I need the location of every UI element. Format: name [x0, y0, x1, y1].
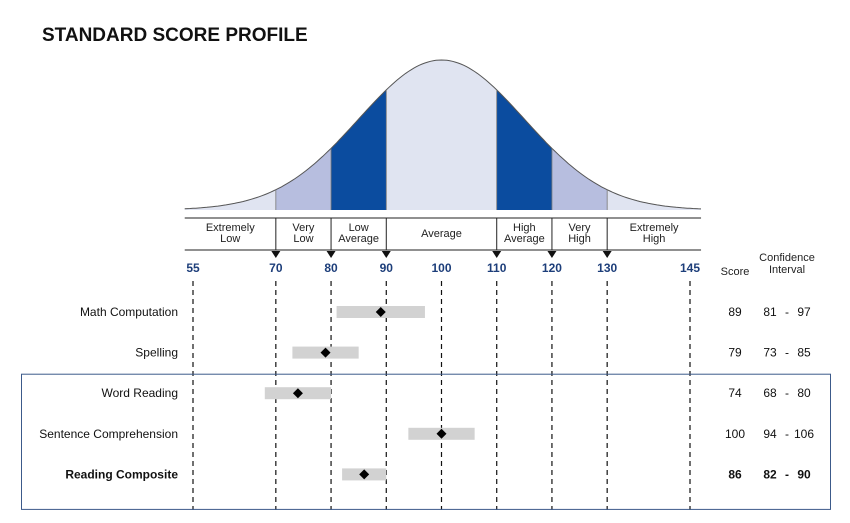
band-label: Average	[421, 228, 462, 240]
band-region	[275, 148, 332, 210]
ci-low: 68	[763, 386, 777, 400]
reading-group-box	[21, 373, 831, 510]
band-region	[331, 89, 387, 210]
tick-label: 55	[186, 261, 200, 275]
row-name: Math Computation	[80, 305, 178, 319]
band-label: Low	[220, 233, 240, 245]
score-marker	[292, 388, 303, 399]
band-label: High	[568, 233, 591, 245]
score-marker	[375, 307, 386, 317]
tick-label: 90	[380, 261, 394, 275]
band-label: Very	[292, 222, 315, 234]
band-label: Very	[569, 222, 592, 234]
row-score: 79	[728, 346, 742, 360]
band-region	[184, 189, 276, 210]
tick-marker	[547, 251, 557, 258]
score-marker	[320, 347, 331, 358]
score-row: Reading Composite 86 82-90	[65, 467, 811, 481]
ci-header: Confidence	[759, 252, 815, 264]
ci-dash: -	[785, 467, 789, 481]
band-region	[496, 89, 552, 210]
ci-high: 80	[797, 386, 811, 400]
score-marker	[436, 428, 447, 439]
curve-outline	[184, 59, 702, 210]
ci-high: 106	[794, 427, 814, 441]
band-region	[386, 60, 497, 210]
chart-title: STANDARD SCORE PROFILE	[42, 25, 308, 46]
score-marker	[359, 469, 370, 480]
row-score: 89	[728, 305, 742, 319]
score-row: Spelling 79 73-85	[135, 346, 811, 360]
ci-high: 85	[797, 346, 811, 360]
tick-label: 120	[542, 261, 562, 275]
ci-dash: -	[785, 386, 789, 400]
band-label: High	[513, 222, 536, 234]
ci-dash: -	[785, 305, 789, 319]
row-score: 100	[725, 427, 745, 441]
row-score: 74	[728, 386, 742, 400]
ci-dash: -	[785, 427, 789, 441]
tick-marker	[602, 251, 612, 258]
tick-label: 70	[269, 261, 283, 275]
score-header: Score	[721, 266, 750, 278]
bell-curve	[184, 59, 702, 210]
band-region	[607, 189, 701, 210]
row-name: Word Reading	[102, 386, 179, 400]
row-name: Reading Composite	[65, 467, 178, 481]
score-row: Math Computation 89 81-97	[80, 305, 811, 319]
tick-marker	[492, 251, 502, 258]
ci-high: 97	[797, 305, 811, 319]
tick-label: 100	[431, 261, 451, 275]
tick-label: 130	[597, 261, 617, 275]
band-label: Extremely	[630, 222, 679, 234]
band-label: Average	[504, 233, 545, 245]
tick-marker	[381, 251, 391, 258]
band-label: Low	[293, 233, 313, 245]
ci-low: 81	[763, 305, 777, 319]
ci-low: 94	[763, 427, 777, 441]
score-row: Sentence Comprehension 100 94-106	[39, 427, 814, 441]
row-score: 86	[728, 467, 742, 481]
tick-marker	[271, 251, 281, 258]
ci-high: 90	[797, 467, 811, 481]
ci-low: 82	[763, 467, 777, 481]
score-axis: 55 70 80 90 100 110 120 130 145	[186, 251, 700, 510]
tick-label: 110	[487, 261, 507, 275]
ci-dash: -	[785, 346, 789, 360]
row-name: Sentence Comprehension	[39, 427, 178, 441]
band-region	[551, 148, 608, 210]
score-row: Word Reading 74 68-80	[102, 386, 811, 400]
tick-label: 145	[680, 261, 700, 275]
band-label: Extremely	[206, 222, 255, 234]
tick-label: 80	[324, 261, 338, 275]
ci-header: Interval	[769, 264, 805, 276]
band-label: High	[643, 233, 666, 245]
tick-marker	[326, 251, 336, 258]
ci-low: 73	[763, 346, 777, 360]
band-label: Average	[338, 233, 379, 245]
row-name: Spelling	[135, 346, 178, 360]
band-label: Low	[349, 222, 369, 234]
